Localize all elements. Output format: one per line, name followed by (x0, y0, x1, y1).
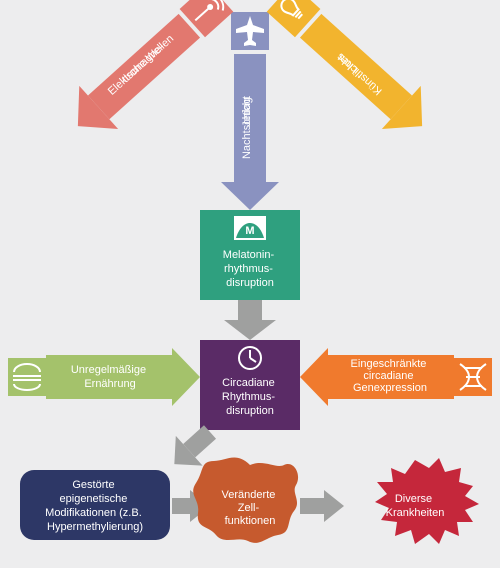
epi-l3: Modifikationen (z.B. (45, 507, 142, 519)
gene-l3: Genexpression (353, 382, 427, 394)
svg-text:Circadiane Rhythmus-: Circadiane Rhythmus- disruption (222, 377, 278, 417)
input-gene: Eingeschränkte circadiane Genexpression (300, 348, 492, 406)
jetlag-label-2: Jetlag (241, 97, 253, 126)
circ-l2: Rhythmus- (222, 391, 276, 403)
node-cell: Veränderte Zell- funktionen (193, 458, 298, 543)
input-light: Künstliches Licht (260, 0, 441, 148)
node-circadian: Circadiane Rhythmus- disruption (200, 340, 300, 430)
melatonin-l1: Melatonin- (223, 249, 275, 261)
diet-l1: Unregelmäßige (71, 364, 146, 376)
epi-l4: Hypermethylierung) (47, 521, 143, 533)
gene-l1: Eingeschränkte (351, 358, 427, 370)
circ-l1: Circadiane (222, 377, 275, 389)
arrow-cell-to-disease (300, 490, 344, 522)
cell-l2: Zell- (238, 502, 260, 514)
svg-text:Nachtschicht Jetlag: Nachtschicht Jetlag (241, 93, 253, 159)
dis-l1: Diverse (395, 493, 432, 505)
input-jetlag: Nachtschicht Jetlag (221, 12, 279, 210)
cell-l1: Veränderte (222, 489, 276, 501)
svg-text:M: M (245, 225, 254, 237)
curve-icon: M (234, 216, 266, 240)
circ-l3: disruption (226, 405, 274, 417)
melatonin-l2: rhythmus- (224, 263, 273, 275)
melatonin-l3: disruption (226, 277, 274, 289)
diet-l2: Ernährung (84, 378, 135, 390)
arrow-mel-to-circ (224, 300, 276, 340)
node-melatonin: M Melatonin- rhythmus- disruption (200, 210, 300, 300)
dis-l2: Krankheiten (386, 507, 445, 519)
input-emf: Elektromagne- tische Wellen (58, 0, 239, 148)
svg-text:Melatonin- rhythmus-: Melatonin- rhythmus- disruption (223, 249, 277, 289)
node-disease: Diverse Krankheiten (375, 458, 479, 544)
gene-l2: circadiane (363, 370, 413, 382)
epi-l2: epigenetische (60, 493, 128, 505)
cell-l3: funktionen (225, 515, 276, 527)
node-epigenetic: Gestörte epigenetische Modifikationen (z… (20, 470, 170, 540)
epi-l1: Gestörte (72, 479, 114, 491)
input-diet: Unregelmäßige Ernährung (8, 348, 200, 406)
